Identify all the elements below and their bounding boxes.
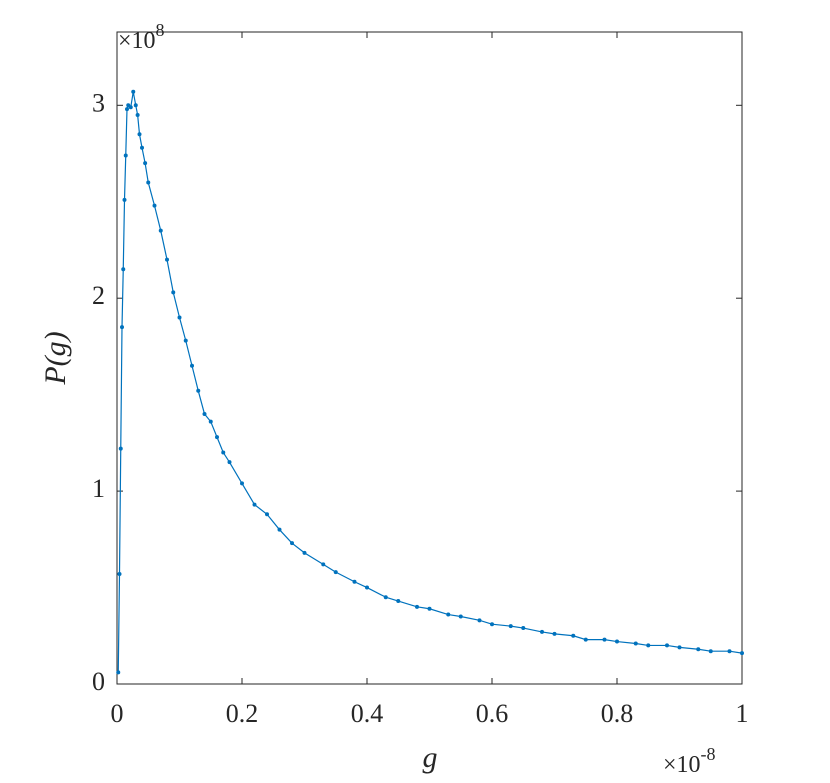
x-tick-label: 0.6 [476, 699, 509, 728]
data-point [490, 622, 494, 627]
data-point [252, 502, 257, 507]
data-point [602, 637, 607, 642]
y-tick-label: 2 [92, 281, 105, 310]
data-point [646, 643, 651, 648]
data-point [302, 550, 307, 555]
data-line [117, 91, 743, 673]
data-point [477, 618, 482, 623]
data-point [521, 626, 526, 631]
data-point [117, 572, 122, 577]
data-point [190, 363, 194, 368]
data-point [615, 639, 619, 644]
data-point [202, 411, 207, 416]
data-point [196, 388, 201, 393]
data-point [321, 562, 326, 567]
data-point [665, 643, 669, 648]
data-point [215, 435, 219, 440]
data-point [123, 153, 128, 158]
data-point [265, 512, 269, 517]
x-tick-label: 0 [111, 699, 124, 728]
data-point [383, 595, 388, 600]
data-point [208, 419, 213, 424]
data-point [158, 228, 163, 233]
data-point [152, 203, 157, 208]
data-point [240, 481, 244, 486]
data-point [120, 325, 124, 330]
data-point [227, 460, 232, 465]
data-point [221, 450, 226, 455]
data-point [128, 105, 133, 110]
data-point [571, 633, 576, 638]
x-axis-label: g [423, 741, 438, 774]
data-point [171, 290, 176, 295]
data-point [446, 612, 451, 617]
data-point [165, 257, 169, 262]
y-multiplier: ×108 [118, 20, 165, 53]
data-point [290, 541, 294, 546]
data-point [552, 631, 557, 636]
data-point [508, 624, 513, 629]
x-multiplier: ×10-8 [663, 744, 716, 777]
data-point [458, 614, 463, 619]
data-point [583, 637, 588, 642]
data-point [143, 161, 148, 166]
x-tick-label: 1 [736, 699, 749, 728]
data-point [137, 132, 142, 137]
x-multiplier-exponent: -8 [701, 744, 716, 764]
data-point [125, 107, 129, 112]
data-point [540, 629, 544, 634]
y-tick-label: 1 [92, 474, 105, 503]
y-tick-label: 0 [92, 667, 105, 696]
data-point [415, 604, 419, 609]
data-point [118, 446, 123, 451]
data-point [727, 649, 732, 654]
data-point [740, 651, 744, 656]
data-point [131, 89, 136, 94]
plot-frame [116, 31, 743, 685]
y-multiplier-exponent: 8 [156, 20, 165, 40]
data-point [121, 267, 126, 272]
data-point [708, 649, 713, 654]
data-point [696, 647, 701, 652]
x-multiplier-base: ×10 [663, 752, 701, 778]
data-point [140, 145, 144, 150]
y-multiplier-base: ×10 [118, 28, 156, 54]
data-point [427, 606, 432, 611]
x-tick-label: 0.4 [351, 699, 384, 728]
data-point [146, 180, 151, 185]
data-point [365, 585, 369, 590]
data-point [633, 641, 638, 646]
data-point [177, 315, 182, 320]
y-tick-label: 3 [92, 88, 105, 117]
data-point [333, 570, 338, 575]
data-point [133, 103, 138, 108]
data-point [677, 645, 682, 650]
data-point [122, 197, 127, 202]
x-tick-label: 0.2 [226, 699, 259, 728]
data-point [116, 670, 121, 675]
data-point [352, 579, 357, 584]
y-axis-label: P(g) [39, 331, 72, 385]
data-point [183, 338, 188, 343]
data-point [135, 112, 140, 117]
data-point [396, 599, 401, 604]
x-tick-label: 0.8 [601, 699, 634, 728]
data-point [277, 527, 282, 532]
